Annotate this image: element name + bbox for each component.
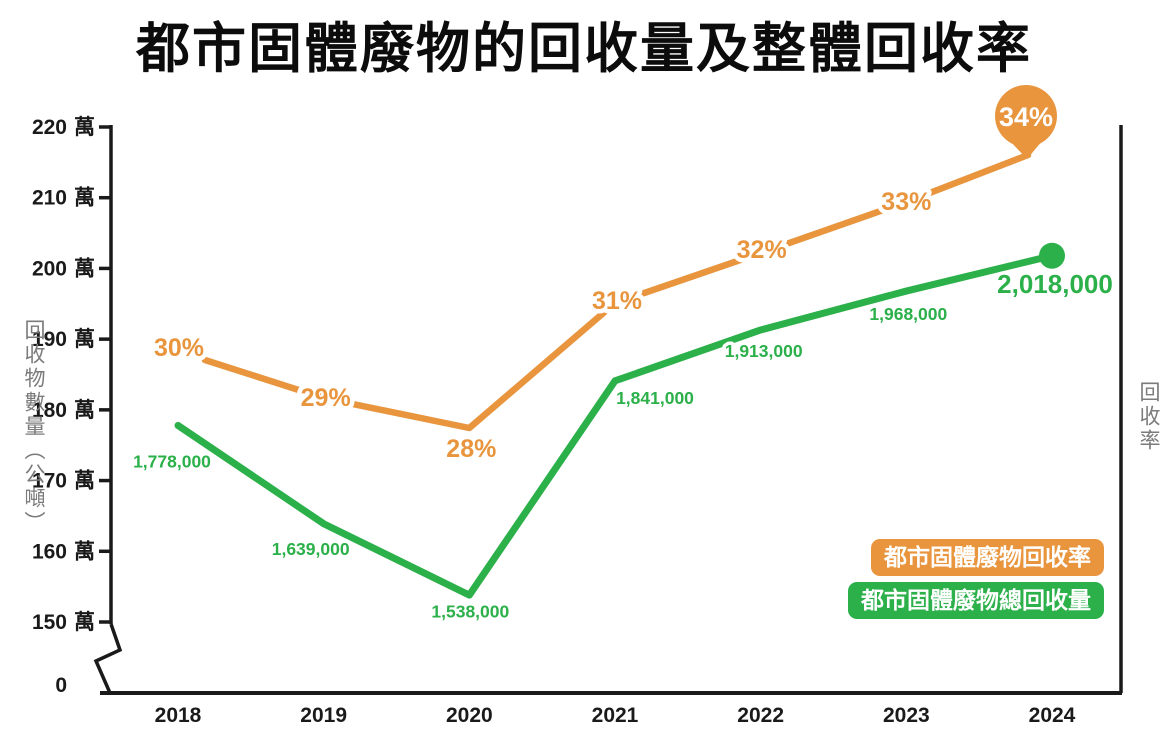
- left-axis-title: 回收物數量（公噸）: [22, 319, 45, 535]
- rate-point-label-2022: 32%: [737, 236, 787, 264]
- rate-balloon-pin: [995, 85, 1057, 147]
- x-tick-label-2020: 2020: [446, 704, 493, 727]
- x-tick-label-2024: 2024: [1029, 704, 1076, 727]
- y-tick-label-180: 180: [32, 399, 67, 422]
- y-tick-label-200: 200: [32, 257, 67, 280]
- rate-point-label-2018: 30%: [154, 334, 204, 362]
- y-tick-label-220: 220: [32, 116, 67, 139]
- rate-line: [201, 151, 1032, 432]
- y-tick-label-160: 160: [32, 540, 67, 563]
- rate-point-label-2023: 33%: [881, 188, 931, 216]
- x-tick-label-2018: 2018: [155, 704, 202, 727]
- y-tick-unit-160: 萬: [74, 539, 95, 563]
- y-tick-label-210: 210: [32, 187, 67, 210]
- y-tick-label-0: 0: [55, 674, 67, 697]
- y-tick-label-190: 190: [32, 328, 67, 351]
- quantity-point-label-2022: 1,913,000: [725, 341, 803, 361]
- y-tick-unit-170: 萬: [74, 469, 95, 493]
- y-tick-unit-180: 萬: [74, 398, 95, 422]
- quantity-point-label-2019: 1,639,000: [272, 539, 350, 559]
- y-tick-label-150: 150: [32, 611, 67, 634]
- rate-balloon-pin-tail: [1009, 140, 1043, 159]
- quantity-point-label-2024: 2,018,000: [997, 269, 1113, 299]
- left-axis-break: [93, 623, 123, 694]
- y-tick-unit-200: 萬: [74, 256, 95, 280]
- quantity-end-dot: [1039, 242, 1066, 269]
- legend-item-total-recycled-quantity: 都市固體廢物總回收量: [848, 581, 1104, 619]
- y-tick-unit-210: 萬: [74, 186, 95, 210]
- quantity-point-label-2018: 1,778,000: [133, 452, 211, 472]
- y-tick-label-170: 170: [32, 470, 67, 493]
- quantity-line: [174, 252, 1056, 599]
- rate-balloon-label: 34%: [999, 102, 1053, 132]
- x-tick-label-2022: 2022: [737, 704, 784, 727]
- rate-point-label-2020: 28%: [446, 435, 496, 463]
- rate-point-label-2019: 29%: [301, 384, 351, 412]
- x-tick-label-2021: 2021: [592, 704, 639, 727]
- x-tick-label-2023: 2023: [883, 704, 930, 727]
- y-tick-unit-190: 萬: [74, 327, 95, 351]
- quantity-point-label-2023: 1,968,000: [869, 304, 947, 324]
- right-axis-title: 回收率: [1137, 381, 1160, 453]
- y-tick-unit-150: 萬: [74, 610, 95, 634]
- y-tick-unit-220: 萬: [74, 115, 95, 139]
- quantity-point-label-2020: 1,538,000: [431, 601, 509, 621]
- x-tick-label-2019: 2019: [300, 704, 347, 727]
- chart-legend: 都市固體廢物回收率 都市固體廢物總回收量: [848, 539, 1104, 619]
- rate-point-label-2021: 31%: [592, 287, 642, 315]
- chart-title: 都市固體廢物的回收量及整體回收率: [136, 19, 1032, 79]
- quantity-point-label-2021: 1,841,000: [616, 388, 694, 408]
- legend-item-recycling-rate: 都市固體廢物回收率: [871, 539, 1104, 576]
